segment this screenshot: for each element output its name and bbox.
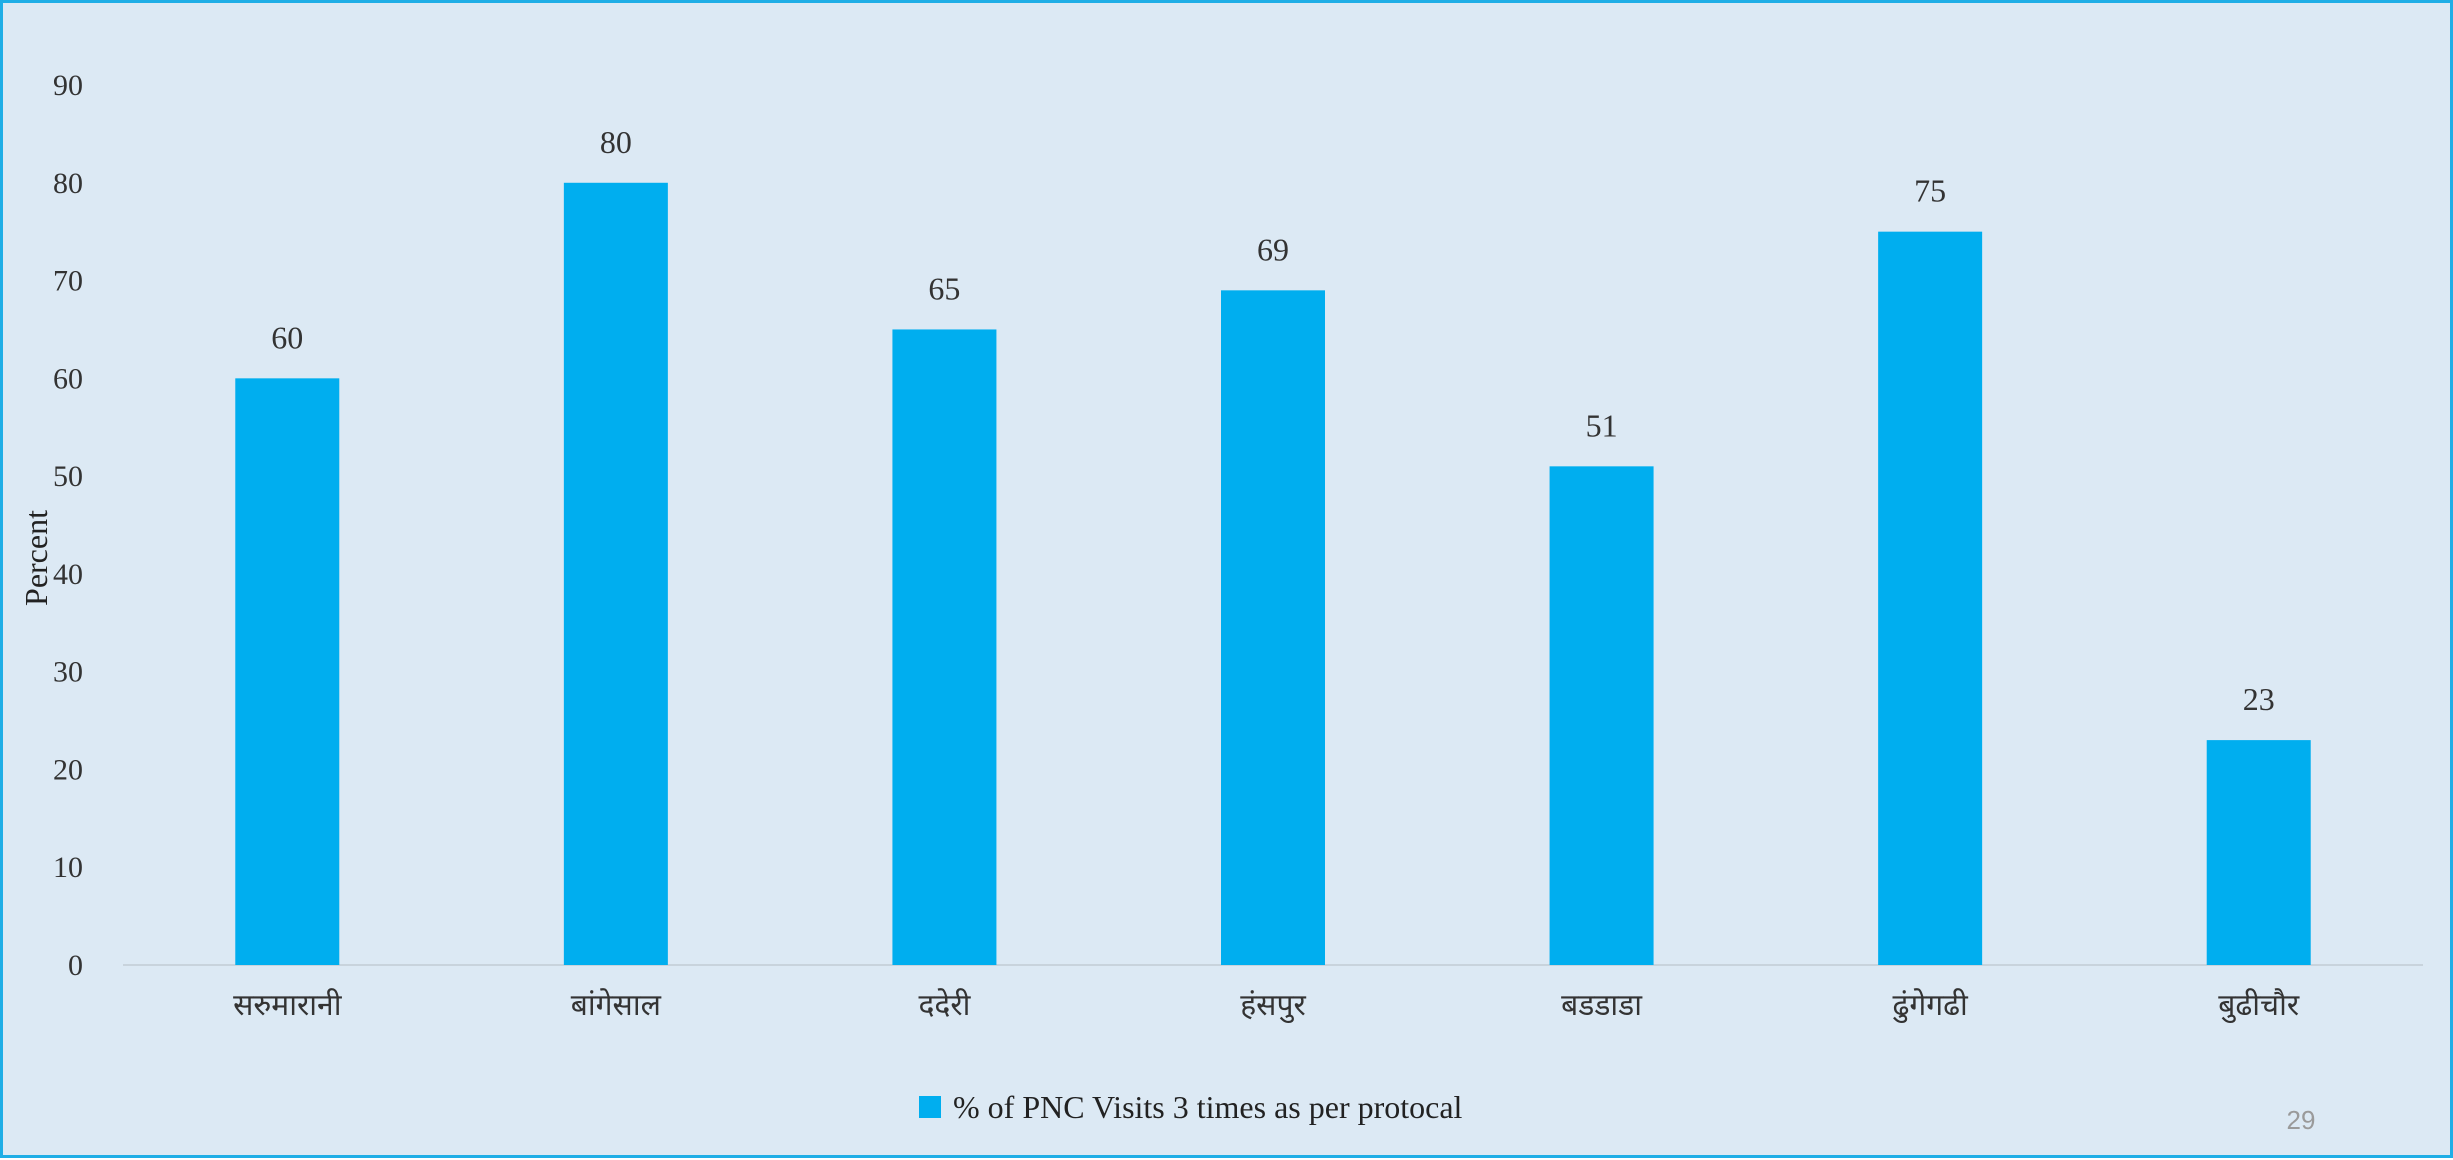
data-label-0: 60 [271, 319, 303, 355]
data-label-2: 65 [928, 270, 960, 306]
data-label-4: 51 [1586, 407, 1618, 443]
y-tick-label-5: 50 [53, 460, 83, 493]
bar-4 [1549, 466, 1654, 965]
category-label-4: बडडाडा [1561, 988, 1643, 1023]
page-number: 29 [2287, 1105, 2316, 1135]
y-tick-label-8: 80 [53, 167, 83, 200]
data-label-1: 80 [600, 124, 632, 160]
legend-swatch [919, 1096, 941, 1118]
y-tick-label-7: 70 [53, 265, 83, 298]
y-axis-label: Percent [18, 510, 54, 606]
category-label-6: बुढीचौर [2218, 988, 2300, 1024]
y-axis-ticks: 0 10 20 30 40 50 60 70 80 90 [53, 69, 83, 982]
y-tick-label-2: 20 [53, 753, 83, 786]
category-label-0: सरुमारानी [233, 988, 343, 1023]
bar-0 [235, 378, 340, 965]
legend: % of PNC Visits 3 times as per protocal [919, 1089, 1463, 1125]
bars [235, 182, 2311, 965]
category-labels: सरुमारानी बांगेसाल ददेरी हंसपुर बडडाडा ढुंगेग… [233, 988, 2300, 1024]
y-tick-label-9: 90 [53, 69, 83, 102]
bar-5 [1878, 231, 1983, 965]
legend-label: % of PNC Visits 3 times as per protocal [953, 1089, 1463, 1125]
category-label-2: ददेरी [918, 988, 971, 1023]
y-tick-label-0: 0 [68, 949, 83, 982]
data-label-6: 23 [2243, 681, 2275, 717]
bar-6 [2206, 740, 2311, 965]
bar-chart: 0 10 20 30 40 50 60 70 80 90 60 80 65 69 51 75 23 सरुमा… [18, 69, 2423, 1135]
y-tick-label-4: 40 [53, 558, 83, 591]
y-tick-label-3: 30 [53, 656, 83, 689]
y-tick-label-1: 10 [53, 851, 83, 884]
bar-2 [892, 329, 997, 965]
y-tick-label-6: 60 [53, 362, 83, 395]
category-label-3: हंसपुर [1240, 988, 1306, 1024]
category-label-5: ढुंगेगढी [1892, 988, 1969, 1024]
bar-3 [1221, 290, 1325, 965]
data-label-5: 75 [1914, 173, 1946, 209]
bar-1 [563, 182, 668, 965]
data-label-3: 69 [1257, 231, 1289, 267]
data-labels: 60 80 65 69 51 75 23 [271, 124, 2274, 717]
category-label-1: बांगेसाल [571, 988, 662, 1023]
